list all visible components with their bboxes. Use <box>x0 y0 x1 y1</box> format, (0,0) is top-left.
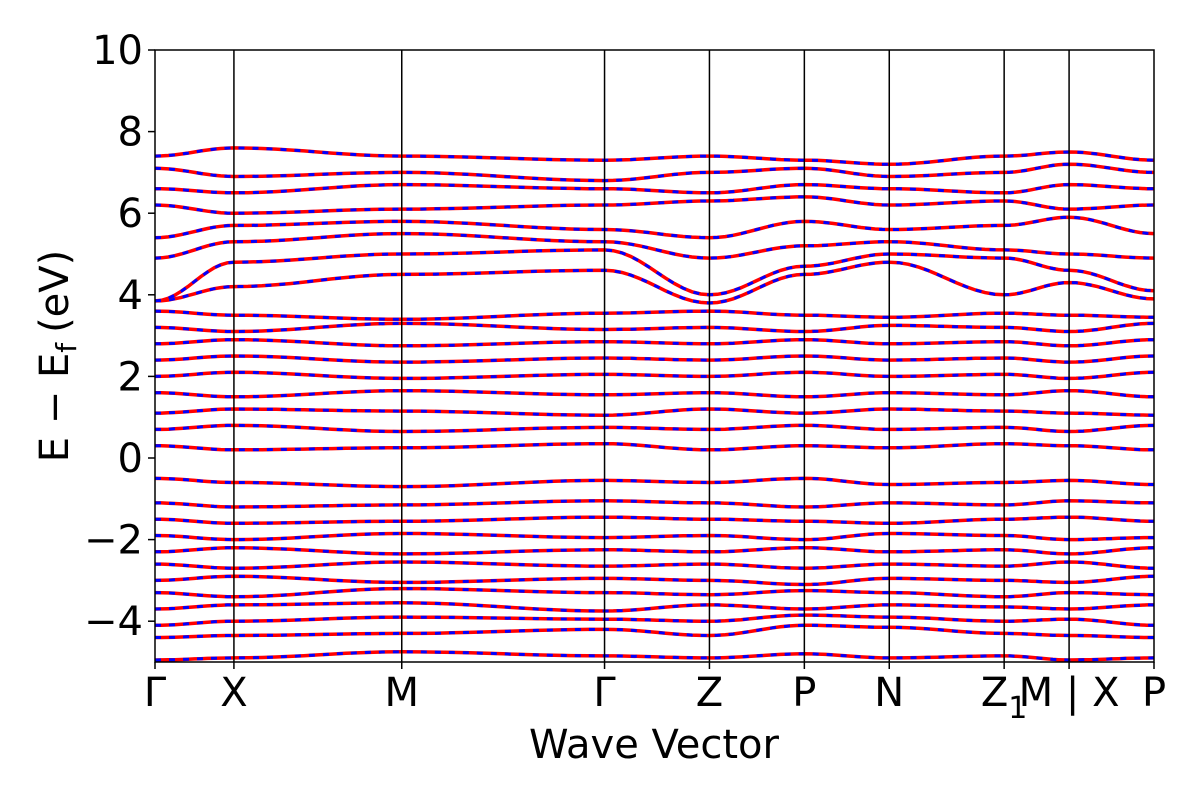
x-tick-label-1: X <box>220 670 247 716</box>
band-line-dashed-19 <box>155 321 1154 333</box>
band-line-dashed-10 <box>155 499 1154 509</box>
band-line-dashed-2 <box>155 613 1154 627</box>
band-line-dashed-11 <box>155 476 1154 489</box>
band-line-dashed-23 <box>155 232 1154 260</box>
band-line-dashed-26 <box>155 183 1154 195</box>
x-tick-label-9: P <box>1142 670 1166 716</box>
band-line-dashed-3 <box>155 601 1154 613</box>
kpoint-lines <box>233 50 1070 662</box>
band-line-dashed-5 <box>155 574 1154 587</box>
band-line-dashed-13 <box>155 423 1154 434</box>
x-tick-label-6: N <box>874 670 904 716</box>
band-line-dashed-28 <box>155 146 1154 166</box>
x-tick-label-8: M | X <box>1019 670 1120 716</box>
band-line-dashed-7 <box>155 546 1154 556</box>
band-line-dashed-16 <box>155 370 1154 380</box>
y-tick-label-6: 8 <box>118 110 143 156</box>
band-line-dashed-1 <box>155 623 1154 639</box>
band-line-dashed-17 <box>155 354 1154 364</box>
y-tick-label-1: −2 <box>84 518 143 564</box>
band-line-dashed-0 <box>155 650 1154 662</box>
y-tick-label-4: 4 <box>118 273 143 319</box>
band-line-dashed-20 <box>155 309 1154 321</box>
band-line-solid-21 <box>155 260 1154 305</box>
y-axis-label-unit: (eV) <box>32 250 78 333</box>
band-line-dashed-6 <box>155 560 1154 570</box>
y-tick-label-5: 6 <box>118 191 143 237</box>
band-line-dashed-14 <box>155 407 1154 417</box>
y-axis-ticks: −4 −2 0 2 4 6 8 10 <box>84 28 155 645</box>
band-line-dashed-4 <box>155 587 1154 599</box>
y-axis-label-sub: f <box>50 342 83 353</box>
x-tick-label-4: Z <box>696 670 723 716</box>
band-line-dashed-15 <box>155 389 1154 399</box>
bands-layer <box>155 146 1154 662</box>
band-line-dashed-9 <box>155 515 1154 525</box>
x-tick-label-0: Γ <box>144 670 167 716</box>
band-line-dashed-22 <box>155 248 1154 303</box>
y-axis-label-main: E − E <box>32 353 78 463</box>
y-axis-label: E − Ef (eV) <box>32 250 83 463</box>
band-line-dashed-24 <box>155 215 1154 240</box>
band-line-dashed-18 <box>155 338 1154 348</box>
plot-frame <box>154 49 1155 663</box>
band-line-dashed-27 <box>155 162 1154 183</box>
x-tick-label-2: M <box>384 670 419 716</box>
y-tick-label-0: −4 <box>84 599 143 645</box>
y-tick-label-3: 2 <box>118 354 143 400</box>
x-axis-label: Wave Vector <box>529 722 780 768</box>
band-line-dashed-8 <box>155 532 1154 542</box>
y-tick-label-2: 0 <box>118 436 143 482</box>
x-tick-label-5: P <box>792 670 816 716</box>
band-line-dashed-25 <box>155 195 1154 215</box>
band-line-dashed-12 <box>155 442 1154 452</box>
x-tick-label-3: Γ <box>593 670 616 716</box>
y-tick-label-7: 10 <box>92 28 143 74</box>
